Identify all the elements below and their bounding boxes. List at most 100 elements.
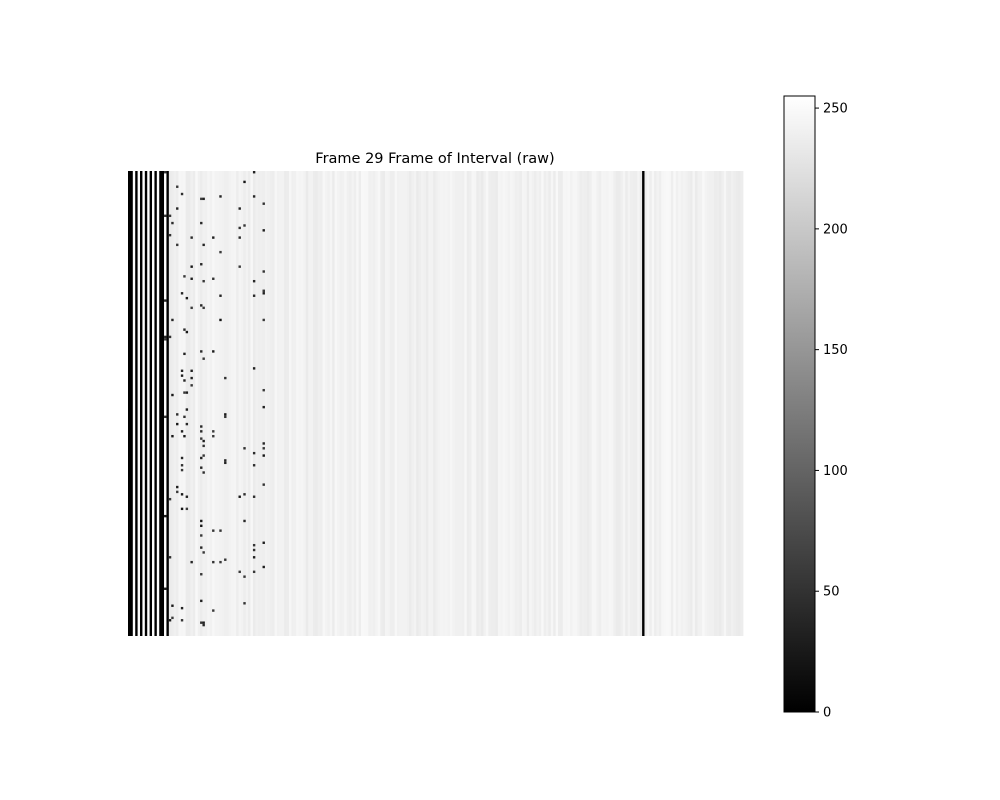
colorbar-tick-label: 250 (823, 102, 848, 117)
heatmap-column (452, 171, 456, 636)
heatmap-column (346, 171, 350, 636)
heatmap-pixel (238, 236, 241, 239)
heatmap-column (582, 171, 585, 636)
heatmap-column (560, 171, 564, 636)
heatmap-pixel (176, 485, 179, 489)
heatmap-pixel (202, 454, 205, 457)
heatmap-column (190, 171, 194, 636)
heatmap-pixel (200, 599, 203, 603)
heatmap-pixel (243, 224, 246, 227)
heatmap-pixel (252, 294, 256, 297)
heatmap-column (142, 171, 146, 636)
heatmap-column (445, 171, 448, 636)
heatmap-column (303, 171, 307, 636)
heatmap-pixel (180, 456, 184, 460)
heatmap-column (368, 171, 371, 636)
heatmap-column (512, 171, 516, 636)
heatmap-pixel (171, 393, 174, 397)
heatmap-column (682, 171, 686, 636)
heatmap-column (252, 171, 256, 636)
heatmap-column (337, 171, 340, 636)
heatmap-column (658, 171, 662, 636)
heatmap-column (166, 171, 170, 636)
heatmap-pixel (252, 171, 256, 174)
heatmap-pixel (224, 558, 227, 561)
heatmap-column (505, 171, 508, 636)
heatmap-column (300, 171, 304, 636)
heatmap-column (243, 171, 247, 636)
heatmap-column (298, 171, 302, 636)
heatmap-pixel (168, 556, 172, 559)
heatmap-column (577, 171, 580, 636)
heatmap-column (207, 171, 211, 636)
heatmap-column (365, 171, 369, 636)
heatmap-column (216, 171, 220, 636)
heatmap-column (656, 171, 660, 636)
heatmap-pixel (262, 388, 265, 392)
heatmap-pixel (171, 318, 174, 322)
heatmap-column (493, 171, 496, 636)
heatmap-column (461, 171, 465, 636)
heatmap-column (296, 171, 299, 636)
heatmap-column (466, 171, 470, 636)
heatmap-pixel (164, 415, 167, 419)
heatmap-pixel (252, 279, 256, 283)
heatmap-column (373, 171, 376, 636)
heatmap-column (603, 171, 607, 636)
heatmap-column (423, 171, 427, 636)
heatmap-pixel (168, 619, 172, 622)
heatmap-column (272, 171, 275, 636)
heatmap-column (553, 171, 556, 636)
heatmap-column (195, 171, 199, 636)
heatmap-pixel (183, 352, 186, 356)
heatmap-pixel (190, 384, 193, 387)
heatmap-column (262, 171, 266, 636)
heatmap-pixel (164, 171, 167, 174)
heatmap-column (130, 171, 134, 636)
heatmap-column (730, 171, 734, 636)
heatmap-column (702, 171, 705, 636)
heatmap-pixel (190, 376, 193, 380)
heatmap-column (697, 171, 701, 636)
heatmap-pixel (252, 367, 256, 370)
heatmap-column (495, 171, 499, 636)
heatmap-pixel (262, 442, 265, 445)
heatmap-column (690, 171, 693, 636)
heatmap-pixel (185, 495, 189, 498)
heatmap-column (654, 171, 657, 636)
heatmap-column (171, 171, 174, 636)
heatmap-column (634, 171, 638, 636)
heatmap-pixel (202, 357, 205, 360)
heatmap-column (209, 171, 213, 636)
heatmap-column (473, 171, 477, 636)
heatmap-pixel (200, 466, 203, 469)
heatmap-column (716, 171, 720, 636)
heatmap-pixel (200, 197, 203, 201)
heatmap-pixel (200, 350, 203, 353)
heatmap-pixel (252, 464, 256, 467)
heatmap-pixel (262, 289, 265, 293)
heatmap-column (425, 171, 429, 636)
heatmap-column (570, 171, 573, 636)
heatmap-column (164, 171, 167, 636)
heatmap-pixel (168, 497, 172, 501)
heatmap-column (718, 171, 722, 636)
heatmap-pixel (224, 376, 227, 380)
heatmap-column (291, 171, 295, 636)
heatmap-column (197, 171, 201, 636)
heatmap-column (642, 171, 645, 636)
heatmap-column (238, 171, 242, 636)
heatmap-column (543, 171, 547, 636)
heatmap-pixel (180, 493, 184, 496)
heatmap-column (257, 171, 261, 636)
heatmap-pixel (180, 369, 184, 373)
heatmap-column (135, 171, 138, 636)
heatmap-pixel (171, 604, 174, 607)
heatmap-column (159, 171, 162, 636)
heatmap-pixel (183, 434, 186, 438)
heatmap-pixel (164, 335, 167, 339)
heatmap-column (204, 171, 208, 636)
heatmap-column (334, 171, 338, 636)
colorbar-tick-label: 50 (823, 585, 840, 600)
heatmap-column (387, 171, 391, 636)
